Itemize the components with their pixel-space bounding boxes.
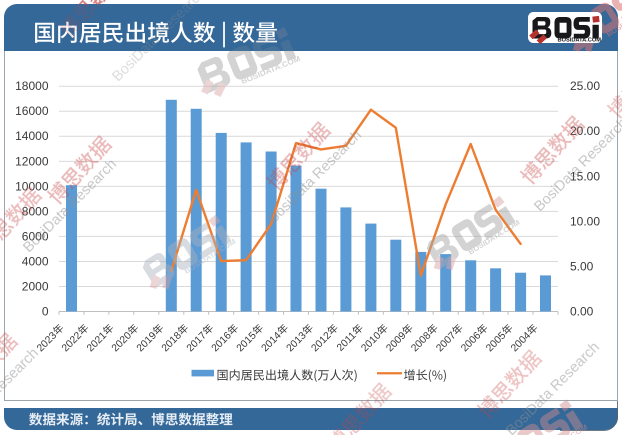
svg-text:10.00: 10.00 bbox=[570, 214, 600, 228]
svg-text:4000: 4000 bbox=[22, 254, 49, 268]
svg-text:0: 0 bbox=[42, 304, 49, 318]
svg-text:12000: 12000 bbox=[15, 154, 49, 168]
svg-text:16000: 16000 bbox=[15, 104, 49, 118]
svg-text:14000: 14000 bbox=[15, 129, 49, 143]
svg-text:15.00: 15.00 bbox=[570, 169, 600, 183]
svg-text:2000: 2000 bbox=[22, 279, 49, 293]
svg-text:5.00: 5.00 bbox=[570, 259, 594, 273]
svg-text:18000: 18000 bbox=[15, 79, 49, 93]
svg-text:25.00: 25.00 bbox=[570, 79, 600, 93]
svg-text:8000: 8000 bbox=[22, 204, 49, 218]
svg-text:6000: 6000 bbox=[22, 229, 49, 243]
svg-text:0.00: 0.00 bbox=[570, 304, 594, 318]
svg-text:10000: 10000 bbox=[15, 179, 49, 193]
